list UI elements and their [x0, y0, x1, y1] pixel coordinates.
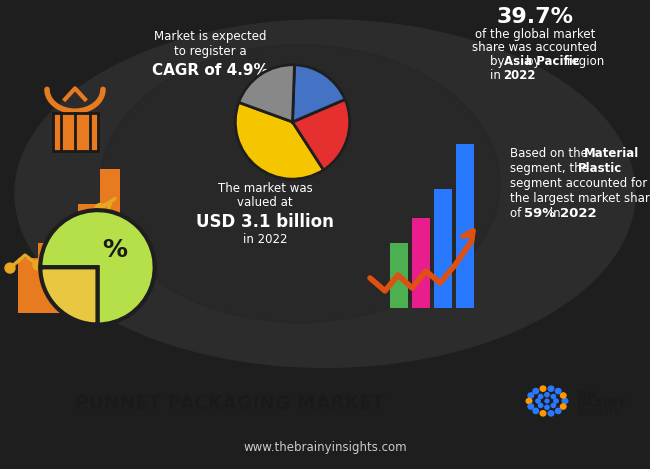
- Bar: [78, 204, 98, 313]
- Circle shape: [33, 260, 43, 270]
- Circle shape: [555, 408, 561, 414]
- Text: www.thebrainyinsights.com: www.thebrainyinsights.com: [243, 441, 407, 454]
- Text: BRAINY: BRAINY: [577, 397, 627, 410]
- Wedge shape: [40, 210, 155, 325]
- Circle shape: [551, 394, 556, 399]
- Wedge shape: [40, 267, 98, 325]
- Text: INSIGHTS: INSIGHTS: [577, 408, 619, 417]
- Text: PUNNET PACKAGING MARKET: PUNNET PACKAGING MARKET: [75, 394, 385, 413]
- Bar: [38, 243, 58, 313]
- Text: in: in: [490, 69, 504, 82]
- Circle shape: [560, 404, 566, 409]
- Circle shape: [560, 393, 566, 398]
- Circle shape: [551, 403, 556, 408]
- Circle shape: [533, 388, 539, 393]
- Text: in: in: [546, 207, 564, 220]
- Text: Asia Pacific: Asia Pacific: [504, 55, 580, 68]
- Ellipse shape: [100, 45, 500, 323]
- Text: 2022: 2022: [503, 69, 536, 82]
- Bar: [58, 226, 78, 313]
- Text: by: by: [526, 55, 544, 68]
- Text: Material: Material: [584, 147, 639, 160]
- Circle shape: [95, 204, 105, 213]
- Text: to register a: to register a: [174, 45, 246, 58]
- Text: USD 3.1 billion: USD 3.1 billion: [196, 213, 334, 231]
- Text: the largest market share: the largest market share: [510, 192, 650, 205]
- Text: CAGR of 4.9%: CAGR of 4.9%: [151, 63, 268, 78]
- Text: region: region: [563, 55, 604, 68]
- Text: segment accounted for: segment accounted for: [510, 177, 647, 190]
- Circle shape: [554, 399, 558, 403]
- Bar: [390, 243, 408, 308]
- Text: %: %: [102, 238, 127, 262]
- Wedge shape: [235, 102, 324, 179]
- Circle shape: [526, 398, 532, 404]
- Circle shape: [538, 403, 543, 408]
- Circle shape: [538, 394, 543, 399]
- Circle shape: [528, 393, 534, 398]
- Text: by: by: [490, 55, 508, 68]
- Wedge shape: [292, 65, 345, 122]
- Circle shape: [53, 253, 63, 263]
- Wedge shape: [239, 65, 294, 122]
- Text: The market was: The market was: [218, 182, 313, 195]
- Bar: [18, 258, 38, 313]
- Text: Plastic: Plastic: [578, 162, 622, 175]
- Text: in 2022: in 2022: [242, 233, 287, 246]
- FancyBboxPatch shape: [53, 113, 98, 151]
- Circle shape: [548, 411, 554, 416]
- Text: Market is expected: Market is expected: [154, 30, 266, 43]
- Circle shape: [540, 411, 546, 416]
- Bar: [100, 169, 120, 313]
- Circle shape: [536, 399, 540, 403]
- Text: Based on the: Based on the: [510, 147, 592, 160]
- Circle shape: [545, 405, 549, 409]
- Circle shape: [533, 408, 539, 414]
- Text: share was accounted: share was accounted: [473, 41, 597, 54]
- Text: of: of: [510, 207, 525, 220]
- Circle shape: [540, 386, 546, 391]
- Circle shape: [548, 386, 554, 391]
- Bar: [412, 219, 430, 308]
- Text: of the global market: of the global market: [474, 28, 595, 41]
- Bar: [456, 144, 474, 308]
- Circle shape: [528, 404, 534, 409]
- Ellipse shape: [15, 20, 635, 367]
- Circle shape: [555, 388, 561, 393]
- Circle shape: [73, 238, 83, 248]
- Wedge shape: [292, 99, 350, 170]
- Circle shape: [5, 263, 15, 273]
- Bar: [434, 189, 452, 308]
- Text: valued at: valued at: [237, 196, 292, 209]
- Circle shape: [545, 393, 549, 397]
- Text: THE: THE: [577, 391, 599, 401]
- Text: 39.7%: 39.7%: [497, 7, 573, 27]
- Circle shape: [562, 398, 568, 404]
- Circle shape: [545, 399, 549, 403]
- Text: segment, the: segment, the: [510, 162, 593, 175]
- Text: 59%: 59%: [524, 207, 555, 220]
- Text: 2022: 2022: [560, 207, 597, 220]
